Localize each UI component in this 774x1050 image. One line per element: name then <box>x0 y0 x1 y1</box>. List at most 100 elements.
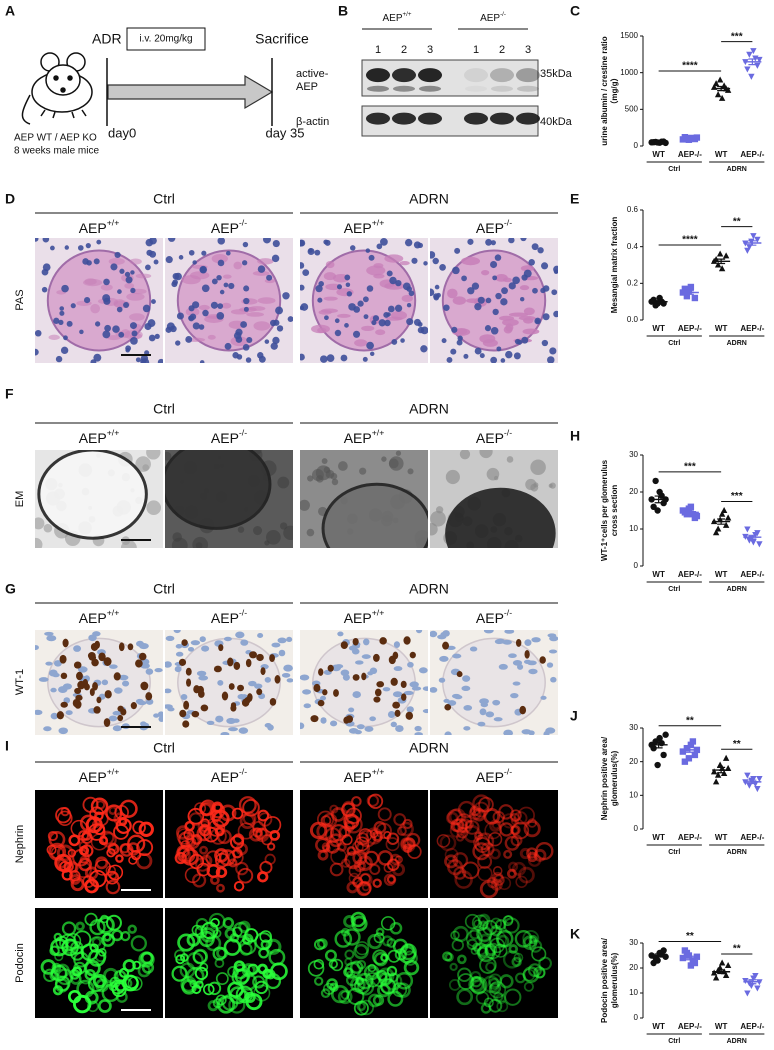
nucleus <box>369 667 378 675</box>
stain <box>97 999 112 1013</box>
nucleus <box>430 288 435 297</box>
nucleus <box>264 339 270 344</box>
nucleus <box>463 726 471 731</box>
blot-band <box>464 112 488 125</box>
stain <box>504 988 522 1006</box>
group-label: ADRN <box>727 166 747 173</box>
y-tick-label: 0 <box>634 141 639 150</box>
stain <box>490 917 503 930</box>
nucleus <box>119 268 125 274</box>
stain <box>314 976 324 986</box>
stain <box>471 979 487 995</box>
stain <box>199 802 213 817</box>
nucleus <box>417 242 423 249</box>
nucleus <box>355 660 364 665</box>
nucleus <box>59 306 65 311</box>
stain <box>474 836 491 854</box>
point <box>712 80 720 87</box>
point <box>687 283 695 291</box>
nucleus <box>416 630 423 634</box>
nucleus <box>58 319 64 326</box>
stain <box>399 821 414 837</box>
nucleus <box>467 238 474 245</box>
y-tick-label: 30 <box>629 450 638 459</box>
blot-band <box>517 85 539 92</box>
genotype-label: AEP+/+ <box>344 218 385 236</box>
genotype-label: AEP-/- <box>476 428 512 446</box>
nucleus <box>201 284 210 293</box>
x-tick-label: AEP-/- <box>678 833 702 842</box>
nucleus <box>490 240 496 246</box>
stain <box>386 938 397 948</box>
stain <box>344 815 363 834</box>
y-tick-label: 0.4 <box>627 242 639 251</box>
nucleus <box>270 319 277 327</box>
stain <box>495 930 514 948</box>
nucleus <box>171 281 178 288</box>
point <box>710 969 718 976</box>
nucleus <box>277 637 287 644</box>
nucleus <box>114 687 123 694</box>
point <box>716 76 724 83</box>
y-axis-label: Mesangial matrix fraction <box>610 217 619 314</box>
micrograph <box>165 630 293 735</box>
significance-label: *** <box>684 462 696 473</box>
stain <box>392 982 408 998</box>
nucleus <box>112 710 122 716</box>
stain <box>485 961 496 973</box>
nucleus <box>500 358 506 363</box>
genotype-name: AEP <box>211 610 239 626</box>
nucleus <box>93 353 102 362</box>
stain <box>395 971 414 990</box>
stain <box>269 829 281 841</box>
stain <box>475 925 493 942</box>
y-tick-label: 10 <box>629 988 638 997</box>
positive-nucleus <box>120 708 127 716</box>
stain <box>255 827 268 840</box>
nucleus <box>173 630 181 634</box>
stain <box>380 978 396 995</box>
stain <box>457 967 472 983</box>
y-tick-label: 0.2 <box>627 278 639 287</box>
stain <box>461 861 480 880</box>
stain <box>233 880 245 892</box>
stain <box>231 807 244 820</box>
matrix <box>390 310 408 320</box>
stain <box>387 858 400 871</box>
stain <box>175 847 191 863</box>
nucleus <box>53 317 60 324</box>
positive-nucleus <box>186 678 192 687</box>
micrograph <box>430 238 558 363</box>
x-tick-label: AEP-/- <box>678 324 702 333</box>
x-tick-label: AEP-/- <box>678 1022 702 1031</box>
genotype-sup: +/+ <box>107 767 120 777</box>
error-bar <box>717 258 726 265</box>
nucleus <box>217 259 225 267</box>
y-tick-label: 0.6 <box>627 205 639 214</box>
positive-nucleus <box>241 698 250 707</box>
condition-label: Ctrl <box>153 740 175 756</box>
nucleus <box>116 306 123 313</box>
organelle <box>493 475 499 481</box>
matrix <box>452 296 467 305</box>
bg <box>430 790 558 898</box>
stain <box>329 824 348 842</box>
point <box>685 755 693 762</box>
stain <box>113 824 129 840</box>
positive-nucleus <box>374 688 382 697</box>
nucleus <box>114 251 121 259</box>
micrograph <box>35 790 163 898</box>
blot-band <box>465 85 487 92</box>
stain <box>472 794 491 813</box>
stain <box>480 842 495 857</box>
error-bar <box>717 766 726 774</box>
nucleus <box>300 353 305 361</box>
nucleus <box>188 249 195 256</box>
nucleus <box>417 326 425 334</box>
nucleus <box>517 664 524 670</box>
nucleus <box>547 356 555 363</box>
stain <box>258 947 270 959</box>
matrix <box>482 339 498 347</box>
panel-letter: K <box>570 926 580 942</box>
nucleus <box>117 289 122 294</box>
